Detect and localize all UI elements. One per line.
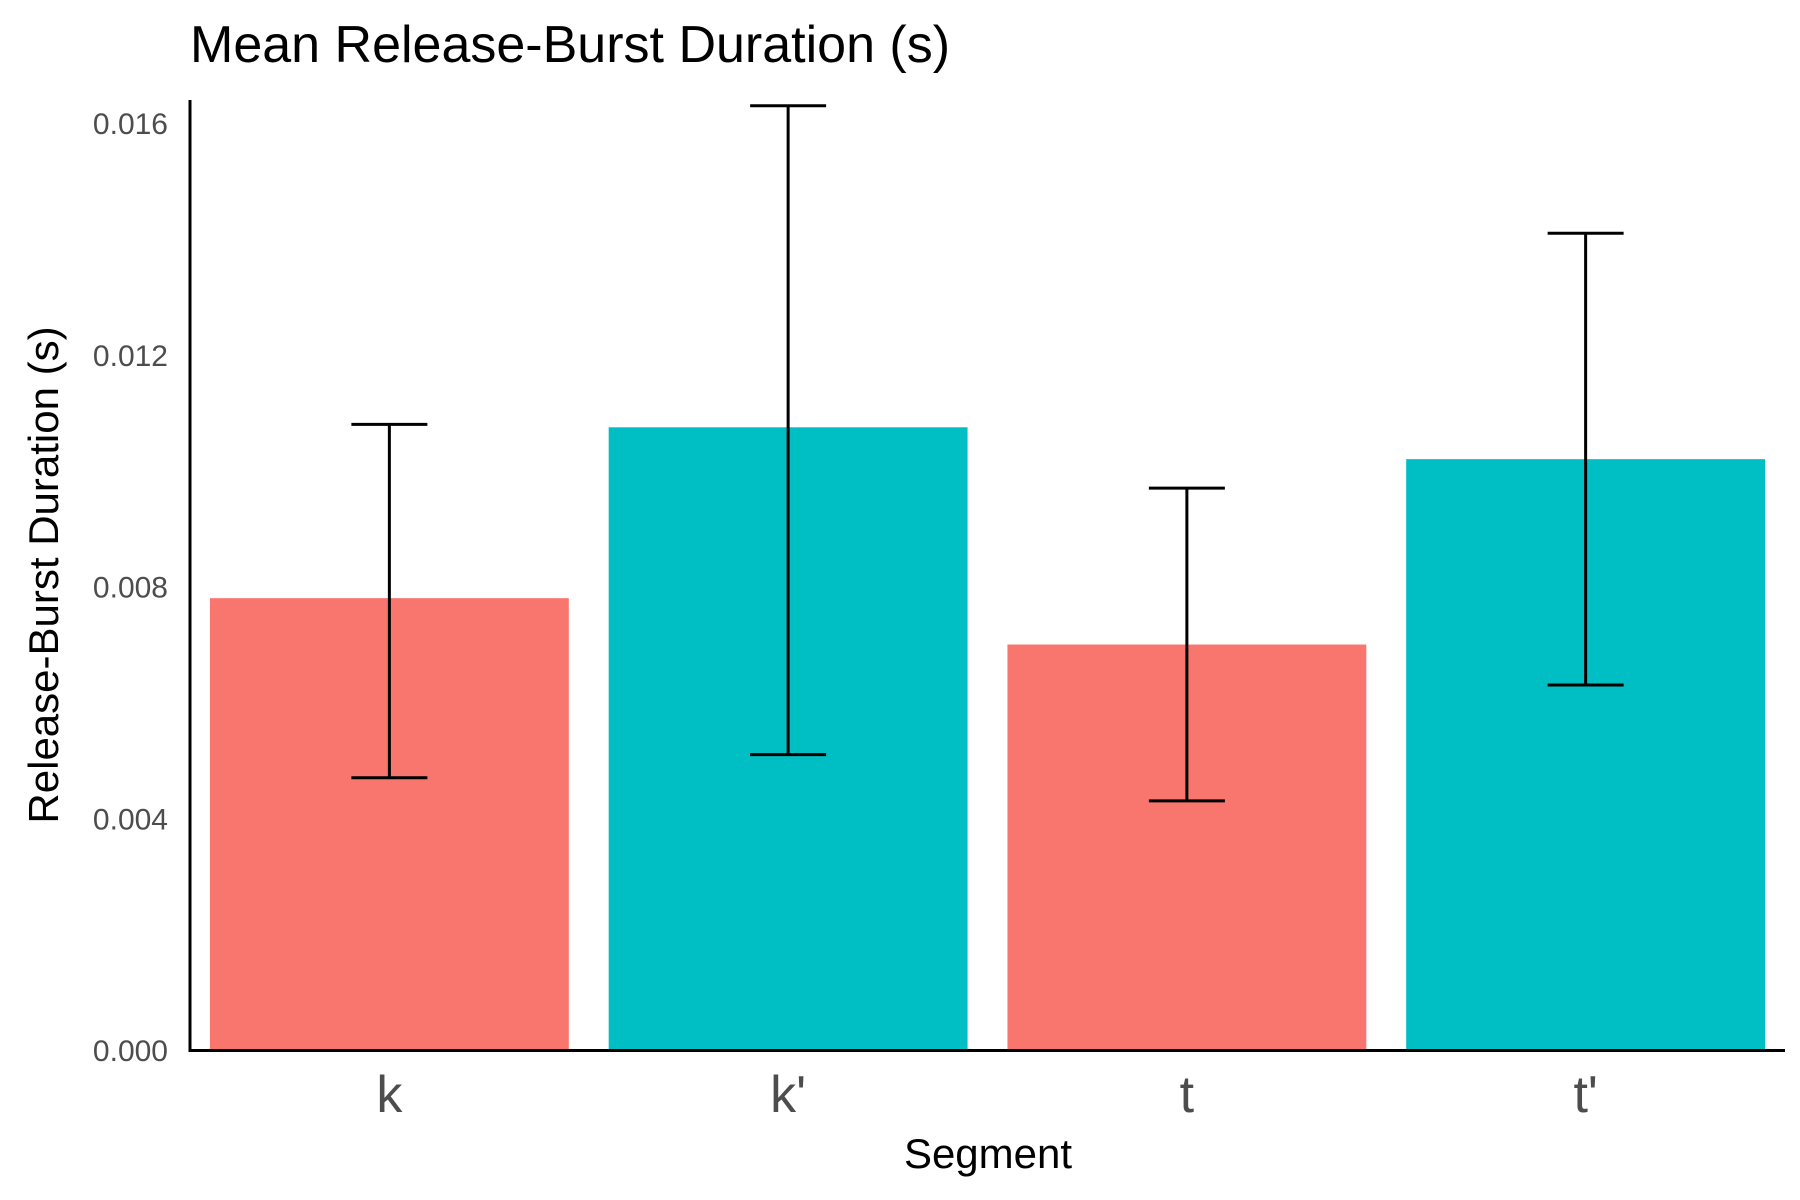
error-bar [750,104,827,757]
x-tick-label: t [1180,1066,1195,1124]
error-bar [1547,231,1624,687]
x-axis-title: Segment [904,1130,1072,1177]
error-bar [351,422,428,780]
y-tick-label: 0.004 [93,803,168,836]
chart-title: Mean Release-Burst Duration (s) [190,16,950,74]
y-tick-label: 0.012 [93,340,168,373]
y-tick-label: 0.000 [93,1035,168,1068]
y-tick-label: 0.016 [93,108,168,141]
error-bar [1148,486,1225,803]
y-tick-label: 0.008 [93,572,168,605]
x-tick-label: k [376,1066,403,1124]
x-tick-label: k' [770,1066,806,1124]
x-tick-label: t' [1573,1066,1597,1124]
y-axis-title: Release-Burst Duration (s) [20,326,67,823]
